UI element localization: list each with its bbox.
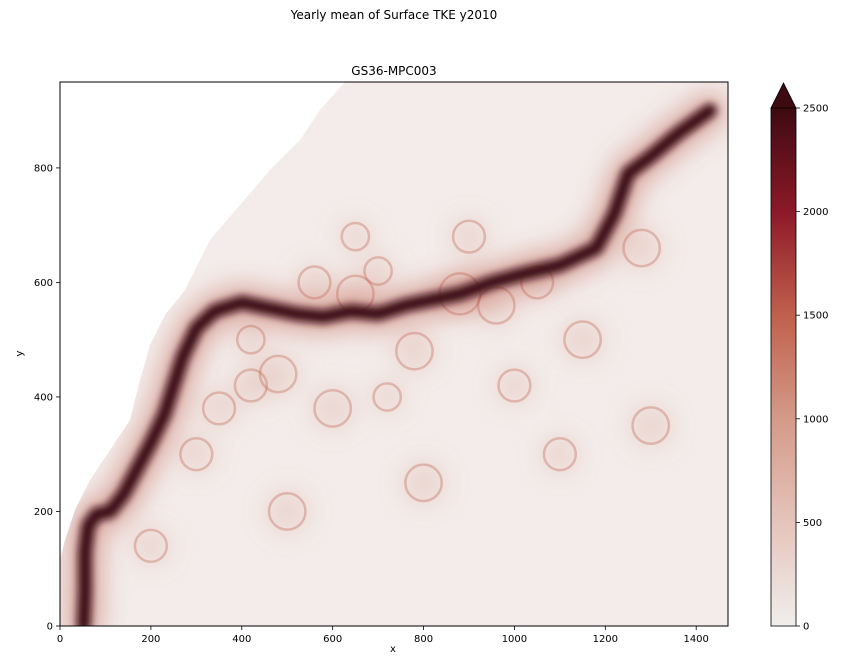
- eddy-ring: [631, 406, 671, 446]
- y-tick-label: 200: [34, 507, 53, 518]
- eddy-ring: [258, 354, 298, 394]
- colorbar-tick-label: 2000: [803, 207, 828, 218]
- eddy-ring: [395, 331, 434, 371]
- x-axis-label: x: [390, 644, 396, 655]
- eddy-ring: [179, 437, 214, 472]
- eddy-blob: [628, 403, 673, 448]
- x-axis-ticks: 0 200 400 600 800 1000 1200 1400: [57, 626, 709, 645]
- axes-title: GS36-MPC003: [351, 64, 437, 78]
- colorbar-tick-label: 500: [803, 518, 822, 529]
- colorbar: 0 500 1000 1500 2000 2500: [770, 82, 828, 633]
- eddy-blob: [199, 389, 239, 428]
- eddy-blob: [295, 263, 334, 302]
- eddy-blob: [401, 461, 446, 505]
- colorbar-tick-label: 1000: [803, 414, 828, 425]
- y-axis-label: y: [14, 350, 26, 357]
- eddy-ring: [451, 219, 487, 254]
- eddy-ring: [340, 221, 371, 252]
- y-tick-label: 600: [34, 278, 53, 289]
- eddy-ring: [542, 437, 578, 472]
- y-tick-label: 0: [47, 622, 53, 633]
- colorbar-ticks: 0 500 1000 1500 2000 2500: [796, 104, 828, 633]
- eddy-ring: [622, 228, 662, 268]
- eddy-blob: [131, 526, 170, 565]
- eddy-ring: [563, 320, 603, 360]
- x-tick-label: 400: [232, 634, 251, 645]
- heatmap-field: [60, 82, 728, 626]
- x-tick-label: 200: [141, 634, 160, 645]
- colorbar-gradient: [770, 107, 797, 627]
- y-tick-label: 800: [34, 163, 53, 174]
- eddy-blob: [370, 380, 404, 414]
- x-tick-label: 1000: [502, 634, 527, 645]
- x-tick-label: 0: [57, 634, 63, 645]
- eddy-blob: [361, 254, 395, 288]
- x-tick-label: 1200: [593, 634, 618, 645]
- x-tick-label: 600: [323, 634, 342, 645]
- gulf-stream-core: [76, 103, 717, 626]
- eddy-blob: [256, 352, 300, 396]
- eddy-ring: [133, 528, 169, 563]
- colorbar-tick-label: 1500: [803, 311, 828, 322]
- eddy-blob: [310, 386, 355, 431]
- eddy-blob: [177, 435, 216, 474]
- eddy-ring: [313, 388, 353, 428]
- x-tick-label: 800: [414, 634, 433, 645]
- eddy-ring: [372, 382, 403, 412]
- eddy-ring: [235, 324, 266, 355]
- axes-frame: [59, 81, 729, 627]
- eddy-ring: [497, 368, 532, 403]
- eddy-blob: [619, 226, 664, 270]
- colorbar-extend-arrow: [770, 82, 797, 109]
- y-tick-label: 400: [34, 392, 53, 403]
- eddy-ring: [267, 492, 307, 531]
- eddy-blob: [495, 366, 534, 405]
- figure-suptitle: Yearly mean of Surface TKE y2010: [290, 8, 498, 22]
- colorbar-tick-label: 0: [803, 622, 809, 633]
- eddy-blob: [540, 435, 579, 474]
- eddy-ring: [363, 256, 393, 286]
- colorbar-tick-label: 2500: [803, 104, 828, 115]
- eddy-blob: [265, 489, 310, 534]
- eddy-ring: [201, 391, 237, 426]
- x-tick-label: 1400: [683, 634, 708, 645]
- eddy-blob: [392, 329, 437, 373]
- eddy-blob: [234, 323, 268, 357]
- eddy-ring: [233, 368, 269, 403]
- y-axis-ticks: 0 200 400 600 800: [34, 163, 60, 633]
- land-mask: [60, 82, 345, 560]
- eddy-blob: [339, 220, 372, 253]
- eddy-ring: [404, 463, 443, 503]
- eddy-blob: [449, 217, 489, 256]
- eddy-blob: [560, 317, 605, 362]
